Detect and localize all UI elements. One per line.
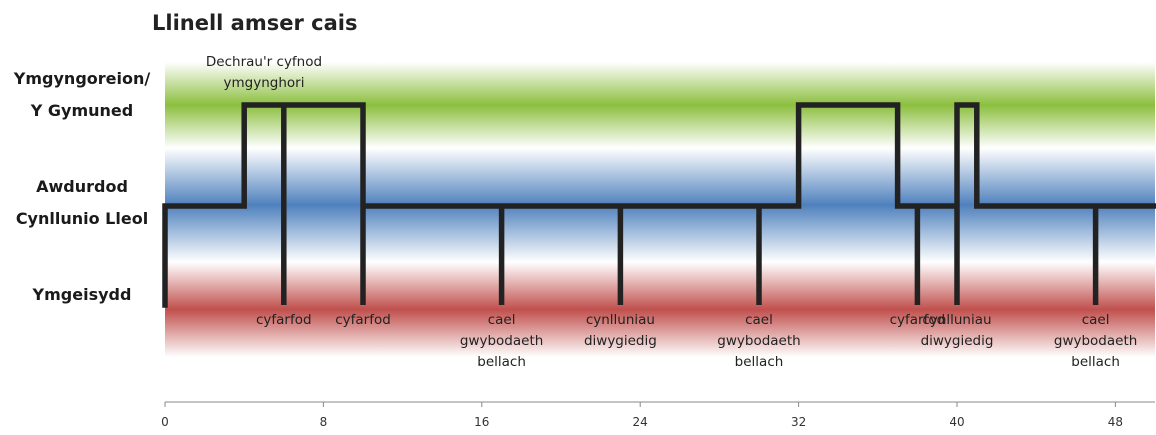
x-tick-label: 32 <box>791 415 806 429</box>
annotation-line: gwybodaeth <box>717 333 800 349</box>
annotation-line: cael <box>745 312 773 328</box>
x-tick-label: 16 <box>474 415 489 429</box>
annotation-line: cyfarfod <box>256 312 312 328</box>
annotation: cyfarfod <box>890 312 946 328</box>
lane-band-0 <box>165 262 1155 357</box>
annotation: Dechrau'r cyfnod ymgynghori <box>206 54 322 91</box>
annotation-line: bellach <box>735 354 784 370</box>
annotation-line: cynlluniau <box>922 312 991 328</box>
chart-title: Llinell amser cais <box>152 11 357 35</box>
annotation: cael gwybodaeth bellach <box>717 312 800 370</box>
lane-labels: Ymgyngoreion/Y Gymuned Awdurdod Cynllunio … <box>13 69 151 304</box>
x-tick-label: 24 <box>633 415 648 429</box>
x-tick-label: 40 <box>949 415 964 429</box>
timeline-line <box>162 102 1156 308</box>
annotation-line: cael <box>488 312 516 328</box>
annotation-line: cyfarfod <box>335 312 391 328</box>
annotation-line: bellach <box>1071 354 1120 370</box>
annotation: cyfarfod <box>335 312 391 328</box>
annotation: cynlluniau diwygiedig <box>921 312 994 349</box>
annotation-line: gwybodaeth <box>1054 333 1137 349</box>
annotation-line: cyfarfod <box>890 312 946 328</box>
annotation: cael gwybodaeth bellach <box>1054 312 1137 370</box>
x-tick-label: 8 <box>320 415 328 429</box>
timeline-line-layer <box>162 102 1156 308</box>
lane-label-line: Y Gymuned <box>30 101 133 120</box>
lane-label: Ymgyngoreion/Y Gymuned <box>13 69 151 120</box>
annotation: cyfarfod <box>256 312 312 328</box>
x-tick-label: 0 <box>161 415 169 429</box>
lane-label: Awdurdod Cynllunio Lleol <box>16 177 148 228</box>
annotation-line: cynlluniau <box>586 312 655 328</box>
x-axis: 0 8 16 24 32 40 48 <box>161 401 1155 429</box>
x-tick-label: 48 <box>1108 415 1123 429</box>
annotation-line: bellach <box>477 354 526 370</box>
annotation-line: diwygiedig <box>921 333 994 349</box>
annotations: Dechrau'r cyfnod ymgynghori cyfarfod cyfarf… <box>206 54 1137 370</box>
lane-label-line: Ymgeisydd <box>32 285 132 304</box>
annotation: cael gwybodaeth bellach <box>460 312 543 370</box>
annotation-line: cael <box>1082 312 1110 328</box>
lane-label-line: Cynllunio Lleol <box>16 209 148 228</box>
lane-label-line: Ymgyngoreion/ <box>13 69 151 88</box>
annotation-line: Dechrau'r cyfnod <box>206 54 322 70</box>
annotation-line: ymgynghori <box>224 75 305 91</box>
annotation: cynlluniau diwygiedig <box>584 312 657 349</box>
lane-label: Ymgeisydd <box>32 285 132 304</box>
annotation-line: diwygiedig <box>584 333 657 349</box>
lane-label-line: Awdurdod <box>36 177 128 196</box>
annotation-line: gwybodaeth <box>460 333 543 349</box>
